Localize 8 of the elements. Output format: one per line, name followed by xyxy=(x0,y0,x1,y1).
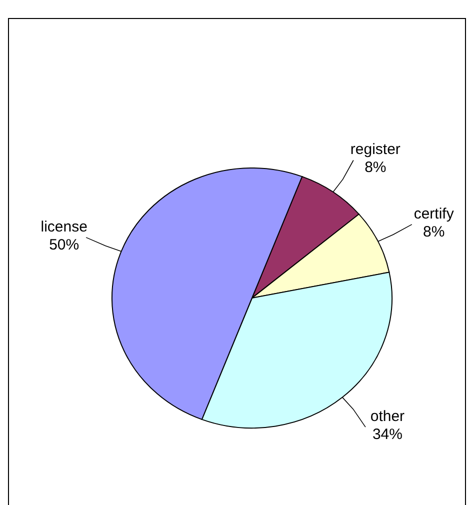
slice-label: certify xyxy=(414,205,454,222)
slice-label: other xyxy=(370,408,405,426)
data-label: 8% xyxy=(423,223,445,240)
data-label: 34% xyxy=(372,426,402,444)
data-label: 50% xyxy=(49,236,80,254)
slice-label: license xyxy=(40,218,88,236)
slice-label: register xyxy=(350,141,400,158)
data-label: 8% xyxy=(364,159,386,176)
